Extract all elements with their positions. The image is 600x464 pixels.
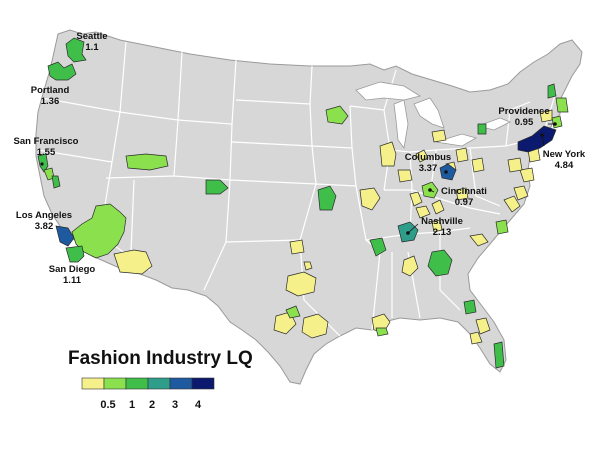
metro-detroit (431, 129, 447, 143)
metro-houston (301, 313, 329, 339)
label-la-value: 3.82 (35, 221, 54, 232)
metro-slc (205, 179, 229, 195)
metro-pittsburgh (471, 157, 485, 173)
metro-mke (397, 169, 413, 183)
label-sd-value: 1.11 (63, 275, 82, 286)
label-nashville-name: Nashville (421, 216, 463, 227)
legend-tick-4: 3 (172, 399, 178, 411)
metro-boston (555, 97, 569, 113)
metro-boise (125, 153, 169, 171)
leader-lines (407, 123, 555, 234)
metro-kc (317, 185, 337, 211)
legend-swatches (81, 377, 215, 390)
metro-seattle (65, 37, 87, 63)
state-borders (37, 41, 557, 337)
metro-memphis (369, 237, 387, 257)
dot-sf (40, 162, 44, 166)
label-nashville-value: 2.13 (433, 227, 452, 238)
metro-baltimore (519, 167, 535, 183)
dot-columbus (444, 170, 448, 174)
metro-east-pa (507, 157, 523, 173)
metro-areas (37, 37, 569, 369)
label-sf-value: 1.55 (37, 147, 56, 158)
metro-charlotte (469, 233, 489, 247)
label-seattle-value: 1.1 (85, 42, 99, 53)
label-sf-name: San Francisco (14, 136, 79, 147)
label-providence-name: Providence (498, 106, 549, 117)
great-lakes (355, 81, 511, 149)
label-columbus-name: Columbus (405, 152, 451, 163)
metro-jax (463, 299, 477, 315)
metro-lexington (431, 199, 445, 215)
metro-indy (409, 191, 423, 207)
label-providence-value: 0.95 (515, 117, 534, 128)
metro-dc (513, 185, 529, 201)
metro-atlanta (427, 249, 453, 277)
legend-swatch-6 (191, 377, 215, 390)
legend-swatch-5 (169, 377, 193, 390)
metro-raleigh (495, 219, 509, 235)
label-newyork-name: New York (543, 149, 586, 160)
label-newyork-value: 4.84 (555, 160, 574, 171)
legend-swatch-2 (103, 377, 127, 390)
label-seattle-name: Seattle (76, 31, 107, 42)
metro-new-england (547, 83, 557, 99)
metro-providence (551, 115, 563, 129)
metro-la (55, 225, 75, 247)
metro-tulsa (303, 261, 313, 271)
metro-va (503, 195, 521, 213)
label-cincinnati-name: Cincinnati (441, 186, 487, 197)
metro-new-orleans (371, 313, 391, 333)
metro-san-diego (65, 245, 85, 263)
legend-title: Fashion Industry LQ (68, 348, 253, 369)
legend-tick-1: 0.5 (100, 399, 115, 411)
metro-louisville (415, 205, 431, 219)
metro-minneapolis (325, 105, 349, 125)
legend: Fashion Industry LQ 0.5 1 2 3 4 (68, 348, 253, 411)
metro-okc (289, 239, 305, 255)
label-cincinnati-value: 0.97 (455, 197, 474, 208)
metro-tampa (469, 331, 483, 345)
metro-new-york (517, 125, 557, 153)
metro-phoenix (113, 249, 153, 275)
legend-swatch-4 (147, 377, 171, 390)
legend-tick-3: 2 (149, 399, 155, 411)
label-columbus-value: 3.37 (419, 163, 438, 174)
metro-wv (455, 187, 469, 201)
metro-columbus (439, 163, 457, 181)
metro-gulf (375, 327, 389, 337)
metro-buffalo (477, 123, 487, 135)
metro-cleveland (455, 147, 469, 163)
metro-miami (493, 341, 505, 369)
legend-tick-2: 1 (129, 399, 135, 411)
legend-swatch-1 (81, 377, 105, 390)
metro-sf-3 (51, 175, 61, 189)
metro-birmingham (401, 255, 419, 277)
metro-san-antonio (285, 305, 301, 319)
metro-hartford (539, 109, 553, 123)
legend-swatch-3 (125, 377, 149, 390)
metro-portland (47, 61, 77, 81)
city-labels: Seattle 1.1 Portland 1.36 San Francisco … (14, 31, 586, 286)
label-portland-value: 1.36 (41, 96, 60, 107)
label-portland-name: Portland (31, 85, 70, 96)
legend-tick-5: 4 (195, 399, 202, 411)
metro-inland-empire (71, 203, 127, 259)
label-la-name: Los Angeles (16, 210, 72, 221)
metro-chicago (379, 141, 397, 167)
metro-lansing (415, 149, 429, 163)
metro-knox (431, 219, 443, 233)
metro-stlouis (359, 187, 381, 211)
label-sd-name: San Diego (49, 264, 96, 275)
metro-orlando (475, 317, 491, 335)
metro-dallas (285, 271, 317, 297)
